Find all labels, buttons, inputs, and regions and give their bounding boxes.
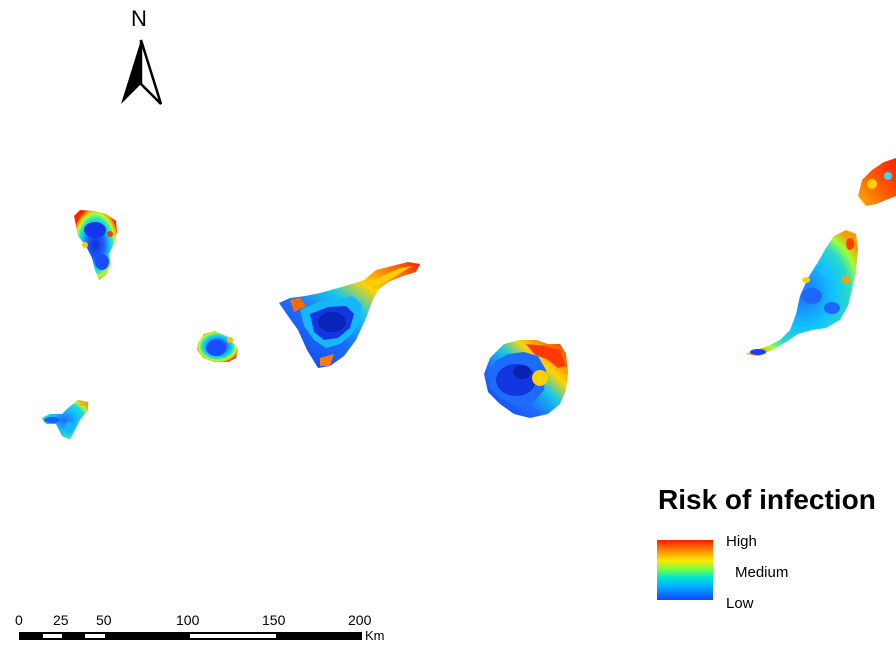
- north-arrow-icon: [121, 39, 163, 105]
- island-la-gomera: [197, 331, 238, 362]
- scale-tick-0: 0: [15, 612, 23, 628]
- scale-tick-150: 150: [262, 612, 286, 628]
- island-la-palma: [74, 210, 117, 280]
- scale-bar: [19, 632, 362, 640]
- island-el-hierro: [41, 400, 88, 440]
- island-fuerteventura: [746, 230, 858, 356]
- island-tenerife: [279, 262, 420, 368]
- scale-tick-200: 200: [348, 612, 372, 628]
- scale-tick-100: 100: [176, 612, 200, 628]
- north-label: N: [131, 6, 147, 31]
- legend-color-ramp: [657, 540, 713, 600]
- scale-unit: Km: [365, 628, 385, 643]
- scale-tick-50: 50: [96, 612, 112, 628]
- legend-label-low: Low: [726, 595, 754, 612]
- scale-tick-25: 25: [53, 612, 69, 628]
- legend-title: Risk of infection: [658, 484, 876, 515]
- island-lanzarote: [858, 158, 896, 206]
- island-gran-canaria: [484, 340, 568, 418]
- legend-label-high: High: [726, 533, 757, 550]
- legend-label-medium: Medium: [735, 564, 789, 581]
